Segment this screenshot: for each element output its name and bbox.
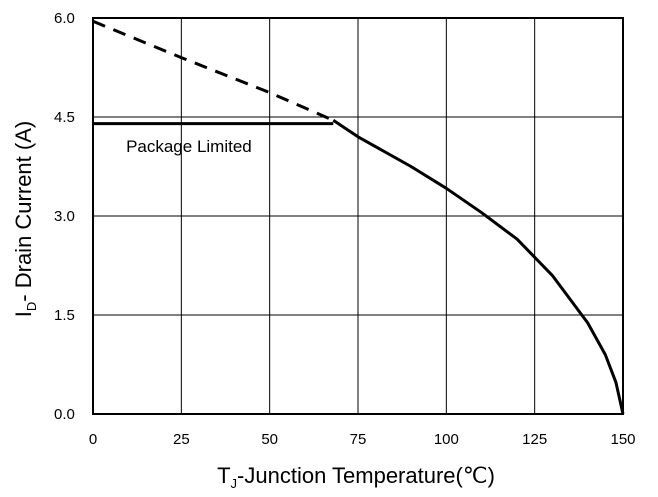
x-axis-label-subscript: J [231,476,238,491]
series-line-solid [332,119,625,415]
x-tick-label: 25 [173,431,190,448]
series-line-dashed [92,19,334,122]
x-tick-label: 75 [350,431,367,448]
y-tick-label: 4.5 [54,109,75,126]
x-tick-label: 100 [434,431,459,448]
annotation-package-limited: Package Limited [126,137,252,156]
y-axis-label: ID- Drain Current (A) [11,121,39,317]
y-axis-label-prefix: I [11,311,36,317]
x-tick-label: 0 [89,431,97,448]
y-tick-label: 0.0 [54,406,75,423]
tick-labels: 0 25 50 75 100 125 150 6.0 4.5 3.0 1.5 0.0 [54,10,636,448]
x-tick-label: 50 [261,431,278,448]
x-axis-label-suffix: -Junction Temperature(℃) [237,463,495,488]
x-tick-label: 125 [522,431,547,448]
y-tick-label: 3.0 [54,208,75,225]
plot-frame [92,17,624,415]
annotations: Package Limited [126,137,252,156]
x-axis-label-prefix: T [217,463,230,488]
y-axis-label-suffix: - Drain Current (A) [11,121,36,302]
y-tick-label: 6.0 [54,10,75,27]
y-axis-label-subscript: D [24,302,39,311]
x-axis-label: TJ-Junction Temperature(℃) [217,463,495,491]
grid [93,18,623,414]
y-tick-label: 1.5 [54,307,75,324]
x-tick-label: 150 [610,431,635,448]
series [92,19,625,415]
